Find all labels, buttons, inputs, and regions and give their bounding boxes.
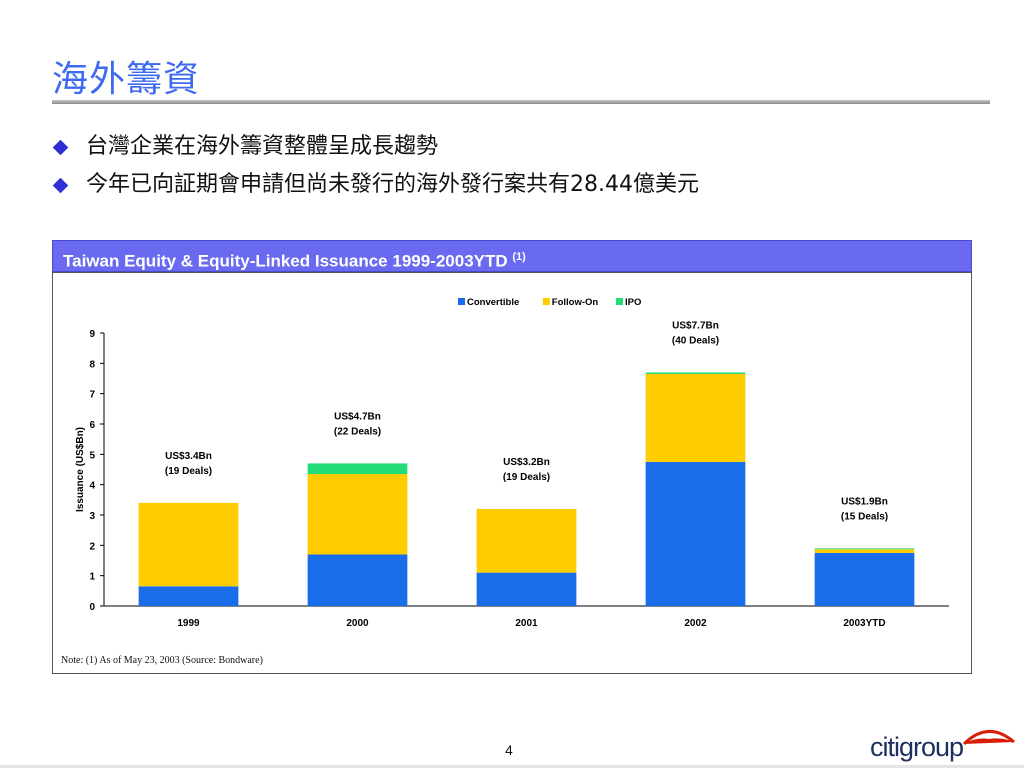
x-tick-label: 2001 — [515, 618, 538, 629]
bullet-item: 今年已向証期會申請但尚未發行的海外發行案共有28.44億美元 — [52, 168, 699, 206]
bar-segment-followon — [138, 502, 239, 587]
y-tick-label: 1 — [89, 572, 95, 583]
y-tick-label: 2 — [89, 541, 95, 552]
legend-label: Convertible — [467, 297, 519, 308]
bullet-item: 台灣企業在海外籌資整體呈成長趨勢 — [52, 130, 699, 168]
bullet-text: 今年已向証期會申請但尚未發行的海外發行案共有28.44億美元 — [86, 172, 699, 197]
bar-segment-ipo — [307, 463, 408, 475]
bar-deals-label: (19 Deals) — [503, 472, 550, 483]
x-tick-label: 2000 — [346, 618, 369, 629]
chart-panel-title: Taiwan Equity & Equity-Linked Issuance 1… — [63, 251, 508, 271]
page-number: 4 — [505, 742, 513, 758]
diamond-bullet-icon — [52, 139, 69, 156]
y-tick-label: 3 — [89, 511, 95, 522]
y-tick-label: 0 — [89, 602, 95, 613]
chart-panel: 0 1 2 3 4 5 6 7 8 9 Issuance (US$Bn) 1999 US$3.4Bn (1… — [52, 272, 972, 674]
bar-segment-followon — [476, 508, 577, 573]
citigroup-logo: citigroup — [870, 726, 1020, 766]
bar-segment-convertible — [645, 461, 746, 606]
x-tick-label: 2002 — [684, 618, 707, 629]
bar-segment-convertible — [814, 552, 915, 606]
bar-value-label: US$4.7Bn — [334, 411, 381, 422]
y-tick-label: 7 — [89, 390, 95, 401]
bar-segment-followon — [645, 373, 746, 462]
bullet-list: 台灣企業在海外籌資整體呈成長趨勢 今年已向証期會申請但尚未發行的海外發行案共有2… — [52, 130, 699, 206]
bar-segment-ipo — [814, 548, 915, 550]
x-tick-label: 2003YTD — [843, 618, 885, 629]
diamond-bullet-icon — [52, 177, 69, 194]
bottom-divider — [0, 765, 1024, 768]
footnote-marker: (1) — [512, 251, 526, 263]
bar-segment-convertible — [307, 554, 408, 606]
bar-value-label: US$3.4Bn — [165, 451, 212, 462]
y-tick-label: 9 — [89, 329, 95, 340]
issuance-chart: 0 1 2 3 4 5 6 7 8 9 Issuance (US$Bn) 1999 US$3.4Bn (1… — [75, 297, 949, 629]
chart-panel-header: Taiwan Equity & Equity-Linked Issuance 1… — [52, 240, 972, 272]
bar-deals-label: (40 Deals) — [672, 335, 719, 346]
y-tick-label: 6 — [89, 420, 95, 431]
bar-deals-label: (15 Deals) — [841, 511, 888, 522]
y-tick-label: 5 — [89, 450, 95, 461]
bar-segment-followon — [814, 549, 915, 553]
bar-segment-ipo — [645, 372, 746, 374]
y-tick-label: 4 — [89, 481, 95, 492]
legend-label: IPO — [625, 297, 641, 308]
bar-value-label: US$3.2Bn — [503, 457, 550, 468]
y-tick-label: 8 — [89, 359, 95, 370]
y-axis-label: Issuance (US$Bn) — [75, 427, 86, 512]
bar-deals-label: (19 Deals) — [165, 466, 212, 477]
bar-value-label: US$7.7Bn — [672, 320, 719, 331]
bar-segment-convertible — [138, 586, 239, 606]
x-tick-label: 1999 — [177, 618, 200, 629]
umbrella-arc-icon — [962, 730, 1015, 746]
bar-value-label: US$1.9Bn — [841, 496, 888, 507]
bar-deals-label: (22 Deals) — [334, 426, 381, 437]
legend-label: Follow-On — [552, 297, 599, 308]
bullet-text: 台灣企業在海外籌資整體呈成長趨勢 — [86, 134, 439, 159]
title-divider — [52, 100, 990, 104]
logo-wordmark: citigroup — [870, 732, 964, 762]
legend-swatch — [616, 298, 623, 305]
footnote: Note: (1) As of May 23, 2003 (Source: Bo… — [61, 655, 263, 666]
legend-swatch — [542, 298, 550, 305]
slide-title: 海外籌資 — [52, 59, 201, 100]
legend-swatch — [458, 298, 465, 305]
bar-segment-convertible — [476, 572, 577, 606]
bar-segment-followon — [307, 474, 408, 555]
